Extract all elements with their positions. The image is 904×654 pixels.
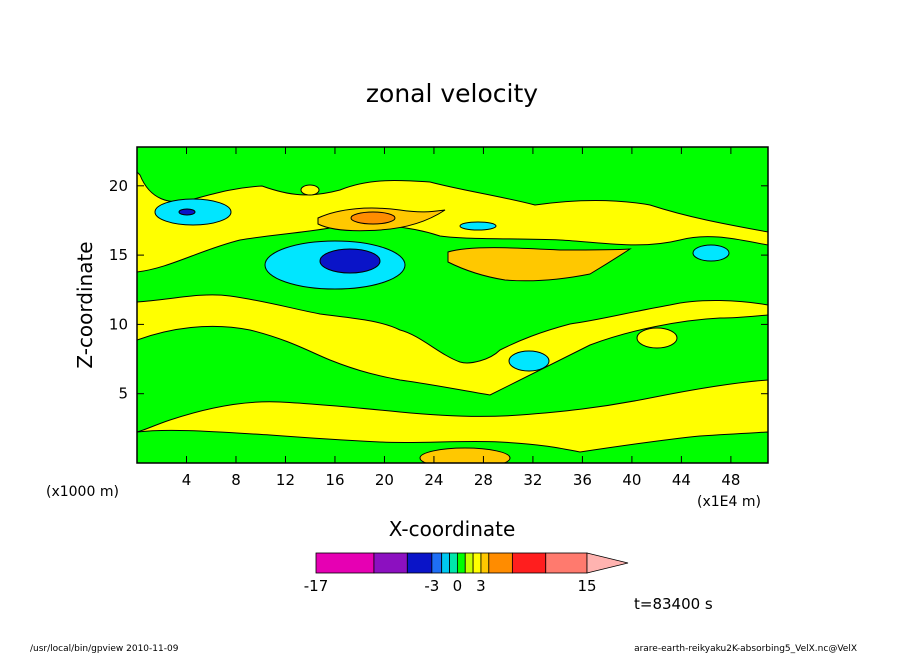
x-tick-label: 20 [375, 471, 394, 489]
contour-field [137, 147, 768, 463]
x-tick-label: 12 [276, 471, 295, 489]
x-tick-label: 32 [523, 471, 542, 489]
x-tick-label: 28 [474, 471, 493, 489]
contour-positive-patch [447, 247, 632, 282]
footer-right: arare-earth-reikyaku2K-absorbing5_VelX.n… [634, 644, 857, 654]
colorbar-segment [431, 552, 443, 574]
x-tick-label: 40 [622, 471, 641, 489]
colorbar-segment [315, 552, 375, 574]
x-tick-label: 48 [721, 471, 740, 489]
contour-positive-patch [636, 327, 678, 349]
colorbar-segment [441, 552, 450, 574]
chart-title: zonal velocity [366, 79, 538, 108]
time-label: t=83400 s [634, 595, 713, 613]
colorbar-label: -17 [304, 577, 329, 595]
footer-left: /usr/local/bin/gpview 2010-11-09 [30, 644, 179, 654]
colorbar-segment [373, 552, 408, 574]
contour-positive-patch [300, 184, 320, 196]
x-tick-label: 24 [424, 471, 443, 489]
colorbar-label: 15 [577, 577, 596, 595]
colorbar-segment [472, 552, 482, 574]
contour-negative-core [178, 208, 196, 216]
colorbar-segment [449, 552, 458, 574]
x-unit-right: (x1E4 m) [697, 494, 761, 510]
contour-negative-patch [459, 221, 497, 231]
x-tick-label: 36 [573, 471, 592, 489]
x-axis-label: X-coordinate [389, 517, 516, 541]
colorbar-segment [488, 552, 513, 574]
colorbar: -17 -3 0 3 15 [304, 552, 629, 595]
colorbar-segment [511, 552, 547, 574]
y-axis: 5 10 15 20 [109, 177, 768, 403]
colorbar-segment [480, 552, 490, 574]
y-axis-label: Z-coordinate [73, 241, 97, 368]
contour-green-bottom [137, 429, 768, 463]
contour-positive-patch [419, 447, 511, 463]
contour-green-low [137, 314, 768, 433]
colorbar-segment [456, 552, 466, 574]
x-tick-label: 44 [672, 471, 691, 489]
contour-positive-core [350, 211, 396, 225]
y-tick-label: 10 [109, 315, 128, 333]
x-tick-label: 4 [182, 471, 192, 489]
colorbar-label: 0 [453, 577, 463, 595]
y-tick-label: 15 [109, 246, 128, 264]
plot-frame [136, 146, 769, 464]
contour-negative-patch [692, 244, 730, 262]
colorbar-segment [406, 552, 433, 574]
y-tick-label: 5 [118, 385, 128, 403]
x-tick-label: 8 [231, 471, 241, 489]
colorbar-label: 3 [476, 577, 486, 595]
y-tick-label: 20 [109, 177, 128, 195]
x-axis: 4 8 12 16 20 24 28 32 36 40 44 48 [182, 147, 740, 489]
colorbar-label: -3 [424, 577, 439, 595]
colorbar-segment [545, 552, 588, 574]
contour-negative-core [319, 248, 381, 274]
x-tick-label: 16 [325, 471, 344, 489]
colorbar-segment [464, 552, 474, 574]
colorbar-extend-arrow [586, 552, 629, 574]
x-unit-left: (x1000 m) [46, 484, 119, 500]
contour-negative-patch [508, 350, 550, 372]
